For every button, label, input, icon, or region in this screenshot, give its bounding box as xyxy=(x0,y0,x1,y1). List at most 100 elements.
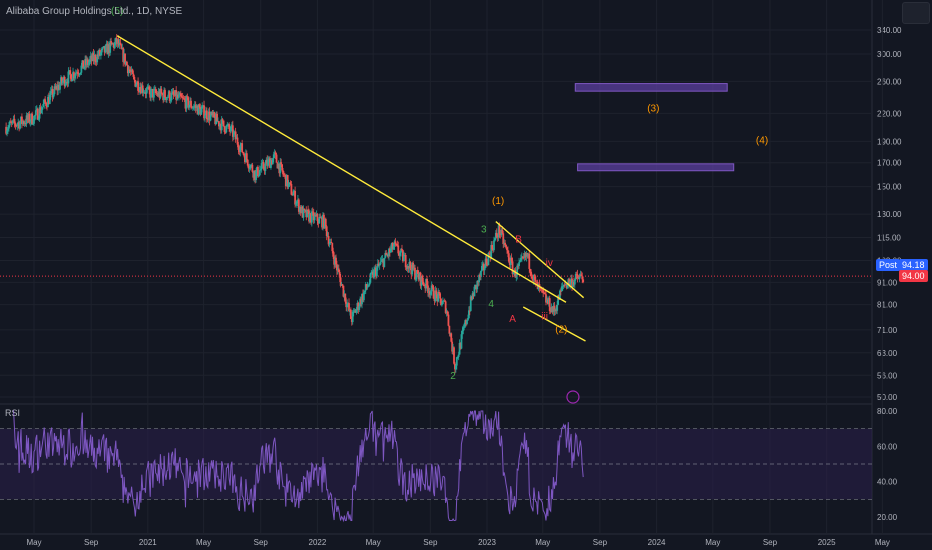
candle-body xyxy=(47,97,50,104)
y-tick-label: 190.00 xyxy=(877,137,902,146)
candle-body xyxy=(295,203,297,205)
candle-body xyxy=(293,190,296,194)
last-price-tag: 94.00 xyxy=(899,270,928,282)
candle-body xyxy=(391,243,394,250)
candle-body xyxy=(336,268,339,271)
candle-body xyxy=(460,334,463,349)
x-tick-label: 2025 xyxy=(818,538,836,547)
candle-body xyxy=(192,106,195,108)
candle-body xyxy=(67,71,70,84)
candle-body xyxy=(31,113,34,125)
candle-body xyxy=(441,300,444,304)
candle-body xyxy=(123,53,126,62)
candle-body xyxy=(200,108,203,115)
candle-body xyxy=(74,72,77,76)
candle-body xyxy=(52,94,55,98)
candle-body xyxy=(354,310,357,313)
candle-body xyxy=(105,43,108,46)
candle-body xyxy=(509,257,512,266)
candle-body xyxy=(265,159,268,164)
candle-body xyxy=(138,90,140,92)
candle-body xyxy=(218,123,221,127)
candle-body xyxy=(239,146,242,152)
candle-body xyxy=(44,99,47,103)
candle-body xyxy=(71,79,73,82)
candle-body xyxy=(559,290,562,292)
chart-settings-button[interactable] xyxy=(902,2,930,24)
candle-body xyxy=(484,258,487,268)
candle-body xyxy=(549,311,552,313)
candle-body xyxy=(18,122,21,129)
wave-label: (3) xyxy=(647,104,659,115)
candle-body xyxy=(59,84,61,90)
candle-body xyxy=(46,105,48,108)
candle-body xyxy=(347,303,349,304)
rsi-label: RSI xyxy=(5,408,21,418)
candle-body xyxy=(463,326,466,328)
candle-body xyxy=(552,305,555,313)
candle-body xyxy=(498,225,501,235)
candle-body xyxy=(310,211,313,223)
y-tick-label: 150.00 xyxy=(877,183,902,192)
candle-body xyxy=(554,309,557,312)
candle-body xyxy=(385,253,388,256)
candle-body xyxy=(480,265,483,271)
rsi-tick-label: 60.00 xyxy=(877,442,898,451)
candle-body xyxy=(431,285,434,288)
candle-body xyxy=(243,153,245,156)
candle-body xyxy=(373,269,375,278)
candle-body xyxy=(352,310,355,312)
candle-body xyxy=(541,288,544,290)
candle-body xyxy=(27,113,30,120)
candle-body xyxy=(370,272,373,274)
y-tick-label: 340.00 xyxy=(877,26,902,35)
candle-body xyxy=(58,84,60,90)
candle-body xyxy=(416,270,419,274)
candle-body xyxy=(409,261,412,269)
candle-body xyxy=(178,93,181,95)
candle-body xyxy=(204,115,206,119)
candle-body xyxy=(73,75,76,78)
candle-body xyxy=(14,123,17,126)
candle-body xyxy=(278,163,281,174)
rsi-tick-label: 20.00 xyxy=(877,513,898,522)
candle-body xyxy=(377,263,380,266)
candle-body xyxy=(51,89,54,98)
candle-body xyxy=(148,86,151,91)
candle-body xyxy=(468,310,471,312)
y-tick-label: 115.00 xyxy=(877,234,901,243)
candle-body xyxy=(519,260,521,263)
x-tick-label: May xyxy=(875,538,890,547)
candle-body xyxy=(419,272,422,286)
candle-body xyxy=(501,229,504,234)
candle-body xyxy=(467,318,469,321)
candle-body xyxy=(35,108,38,111)
candle-body xyxy=(37,118,40,120)
candle-body xyxy=(441,303,443,306)
candle-body xyxy=(100,52,102,56)
candle-body xyxy=(21,121,24,124)
y-tick-label: 81.00 xyxy=(877,301,898,310)
candle-body xyxy=(447,314,450,326)
candle-body xyxy=(50,89,53,92)
candle-body xyxy=(546,299,549,304)
candle-body xyxy=(493,240,495,251)
candle-body xyxy=(162,93,165,101)
candle-body xyxy=(341,284,344,286)
candle-body xyxy=(361,293,363,305)
candle-body xyxy=(229,128,231,132)
candle-body xyxy=(483,267,486,271)
candle-body xyxy=(374,267,376,270)
candle-body xyxy=(177,94,179,98)
candle-body xyxy=(55,86,58,89)
candle-body xyxy=(383,257,386,267)
candle-body xyxy=(522,257,525,258)
candle-body xyxy=(205,110,207,116)
candle-body xyxy=(423,284,426,286)
candle-body xyxy=(171,91,174,93)
candle-body xyxy=(207,111,210,121)
candle-body xyxy=(263,168,266,171)
candle-body xyxy=(321,217,323,228)
candle-body xyxy=(411,262,414,275)
